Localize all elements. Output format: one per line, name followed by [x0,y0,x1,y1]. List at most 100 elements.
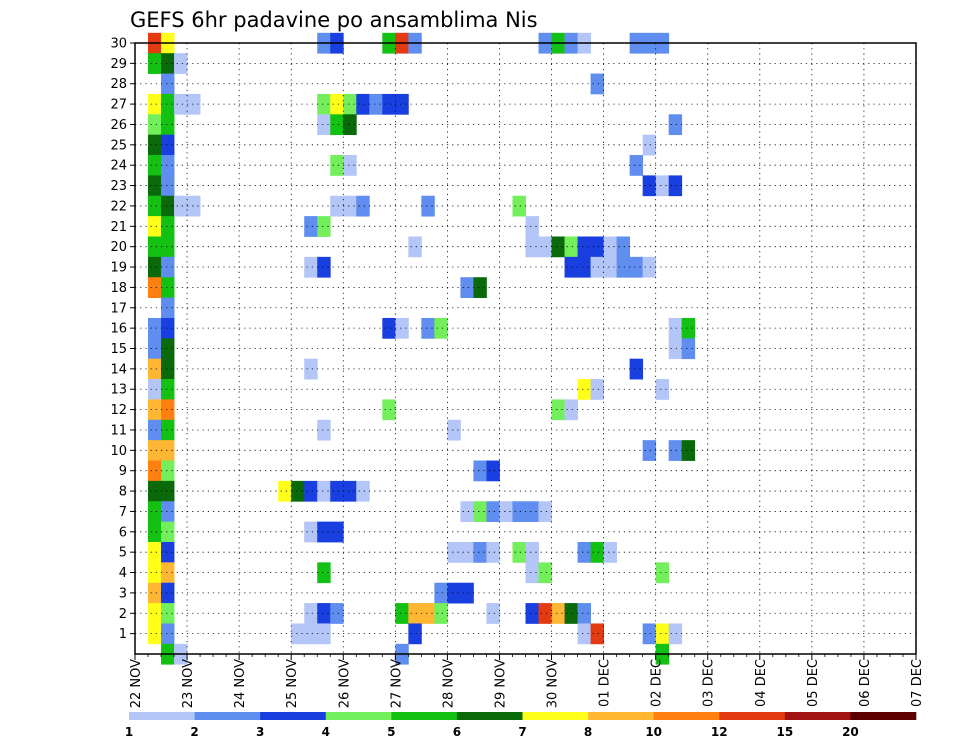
heatmap-cell [629,256,644,278]
y-tick-label: 9 [119,464,127,479]
y-tick-label: 22 [110,199,127,214]
heatmap-cell [304,623,318,645]
heatmap-cell [434,603,448,624]
colorbar-label: 7 [518,725,526,739]
chart-title: GEFS 6hr padavine po ansamblima Nis [130,8,538,32]
heatmap-cell [525,603,539,624]
x-tick-label: 24 NOV [233,659,248,708]
heatmap-cell [486,460,500,482]
heatmap-cell [161,399,175,421]
colorbar-label: 10 [645,725,662,739]
heatmap-cell [161,379,175,400]
colorbar-legend: 1 2 3 4 5 6 7 8 10 12 15 20 [125,712,917,739]
x-tick-label: 01 DEC [598,659,613,707]
x-tick-label: 07 DEC [910,659,925,707]
y-tick-label: 7 [119,505,127,520]
y-tick-label: 8 [119,485,127,500]
heatmap-cell [317,93,331,115]
heatmap-cell [434,582,448,604]
heatmap-cell [161,256,175,278]
heatmap-cell [668,440,683,461]
colorbar-label: 6 [453,725,461,739]
heatmap-cell [317,256,331,278]
y-tick-label: 13 [110,383,127,398]
heatmap-cell [161,93,175,115]
heatmap-cell [551,399,565,421]
heatmap-cell [317,603,331,624]
heatmap-cell [161,562,175,584]
heatmap-cell [161,216,175,237]
heatmap-cell [655,562,670,584]
y-tick-label: 23 [110,179,127,194]
heatmap-cell [161,623,175,645]
y-tick-label: 15 [110,342,127,357]
heatmap-cell [356,480,370,502]
x-tick-label: 26 NOV [337,659,352,708]
heatmap-cell [161,53,175,74]
heatmap-cell [642,134,657,156]
heatmap-cell [148,562,162,584]
heatmap-cell [460,501,474,523]
heatmap-cell [395,317,409,339]
y-tick-label: 28 [110,77,127,92]
y-tick-label: 18 [110,281,127,296]
x-tick-label: 06 DEC [858,659,873,707]
heatmap-cell [161,358,175,380]
heatmap-cell [148,134,162,156]
heatmap-cell [499,501,513,523]
heatmap-cell [447,582,461,604]
y-tick-label: 2 [119,607,127,622]
y-tick-label: 4 [119,566,127,581]
x-axis-ticks: 22 NOV 23 NOV 24 NOV 25 NOV 26 NOV 27 NOV 28 N… [129,654,925,708]
heatmap-cell [304,358,318,380]
x-tick-label: 23 NOV [181,659,196,708]
heatmap-cell [551,236,565,258]
heatmap-cell [148,541,162,563]
heatmap-cell [369,93,383,115]
heatmap-cell [577,603,591,624]
heatmap-cell [525,236,539,258]
y-tick-label: 3 [119,586,127,601]
heatmap-cell [148,53,162,74]
x-tick-label: 30 NOV [546,659,561,708]
heatmap-cell [551,603,565,624]
heatmap-cell [525,216,539,237]
heatmap-cell [330,155,344,176]
y-tick-label: 30 [110,37,127,52]
heatmap-cell [343,480,357,502]
y-tick-label: 14 [110,362,127,377]
heatmap-cell [629,358,644,380]
heatmap-cell [590,236,604,258]
heatmap-cell [460,277,474,298]
y-tick-label: 29 [110,57,127,72]
heatmap-cell [174,53,188,74]
heatmap-cell [616,236,631,258]
heatmap-cell [525,501,539,523]
heatmap-cell [148,440,162,461]
heatmap-cell [148,93,162,115]
heatmap-cell [161,114,175,136]
heatmap-cell [161,521,175,543]
heatmap-cell [174,195,188,217]
heatmap-cell [148,195,162,217]
heatmap-cell [616,256,631,278]
x-tick-label: 05 DEC [806,659,821,707]
heatmap-cell [291,480,305,502]
x-tick-label: 29 NOV [494,659,509,708]
heatmap-cell [421,603,435,624]
heatmap-cell [161,195,175,217]
heatmap-cell [382,399,396,421]
heatmap-cell [343,114,357,136]
heatmap-cell [512,501,526,523]
heatmap-cell [590,541,604,563]
heatmap-cell [421,317,435,339]
colorbar-swatch [784,712,851,720]
heatmap-cell [577,256,591,278]
heatmap-cell [590,379,604,400]
heatmap-cell [317,114,331,136]
heatmap-cell [148,175,162,197]
heatmap-cell [408,236,422,258]
colorbar-label: 1 [125,725,133,739]
heatmap-cell [161,460,175,482]
